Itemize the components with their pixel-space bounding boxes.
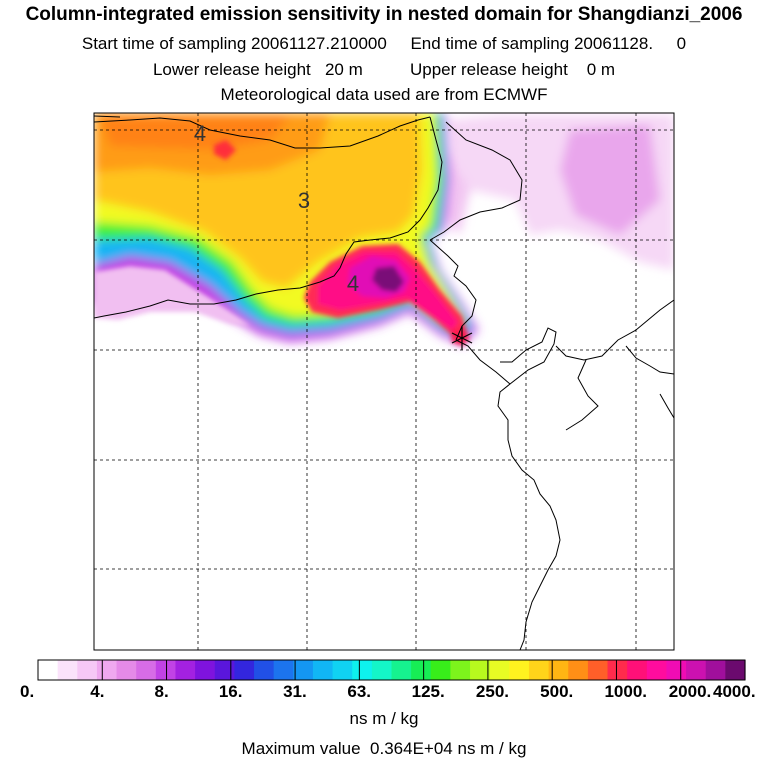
colorbar-swatch <box>214 660 235 680</box>
colorbar-tick-label: 250. <box>475 682 509 701</box>
colorbar-swatch <box>391 660 412 680</box>
map-frame <box>93 112 675 651</box>
colorbar-swatch <box>411 660 432 680</box>
colorbar-swatch <box>509 660 530 680</box>
colorbar-swatch <box>627 660 648 680</box>
site-marker <box>451 326 473 350</box>
colorbar-swatch <box>686 660 707 680</box>
colorbar-swatch <box>646 660 668 680</box>
colorbar-swatch <box>195 660 216 680</box>
colorbar-frame <box>37 659 746 681</box>
west-fringe <box>94 266 250 326</box>
colorbar-swatch <box>666 660 687 680</box>
colorbar-tick-label: 500. <box>540 682 574 701</box>
colorbar-swatch <box>371 660 393 680</box>
end-value: 20061128. 0 <box>573 34 687 53</box>
colorbar-swatch <box>312 660 334 680</box>
lower-value: 20 m <box>324 60 363 79</box>
colorbar-swatch <box>607 660 628 680</box>
colorbar-swatch <box>116 660 137 680</box>
colorbar-swatch <box>234 660 255 680</box>
colorbar-swatch <box>528 660 550 680</box>
colorbar-swatch <box>96 660 118 680</box>
colorbar-swatch <box>273 660 294 680</box>
release-heights: Lower release height 20 m Upper release … <box>0 60 768 80</box>
colorbar-swatch <box>489 660 510 680</box>
colorbar-swatch <box>332 660 353 680</box>
colorbar-swatch <box>587 660 609 680</box>
lower-label: Lower release height <box>152 60 311 79</box>
colorbar-swatch <box>352 660 373 680</box>
colorbar-swatch <box>430 660 452 680</box>
ne-light-field <box>440 115 674 270</box>
coastlines <box>94 115 674 650</box>
graticule <box>94 113 674 650</box>
contour-label: 4 <box>194 121 206 146</box>
colorbar-tick-label: 125. <box>411 682 445 701</box>
contour-label: 3 <box>298 188 310 213</box>
start-label: Start time of sampling <box>81 34 247 53</box>
colorbar-tick-label: 2000. <box>668 682 712 701</box>
plot-title: Column-integrated emission sensitivity i… <box>25 4 743 25</box>
contour-label: 4 <box>347 271 359 296</box>
colorbar-swatch <box>136 660 157 680</box>
colorbar-units: ns m / kg <box>349 709 419 728</box>
max-value-line: Maximum value 0.364E+04 ns m / kg <box>0 739 768 759</box>
colorbar-tick-label: 4. <box>90 682 105 701</box>
sampling-times: Start time of sampling 20061127.210000 E… <box>0 34 768 54</box>
colorbar-swatch <box>38 660 59 680</box>
colorbar-tick-label: 63. <box>347 682 371 701</box>
colorbar-swatch <box>155 660 177 680</box>
sensitivity-field <box>94 113 674 346</box>
colorbar-swatch <box>77 660 98 680</box>
colorbar-tick-label: 16. <box>218 682 243 701</box>
max-label: Maximum value <box>241 739 361 758</box>
colorbar-tick-label: 8. <box>154 682 169 701</box>
colorbar-swatch <box>705 660 726 680</box>
colorbar-swatch <box>57 660 78 680</box>
upper-label: Upper release height <box>409 60 568 79</box>
max-units: ns m / kg <box>457 739 527 758</box>
colorbar-swatch <box>293 660 314 680</box>
colorbar-tick-label: 1000. <box>604 682 647 701</box>
colorbar-swatch <box>450 660 471 680</box>
colorbar-swatch <box>254 660 275 680</box>
start-value: 20061127.210000 <box>251 34 387 53</box>
colorbar-swatch <box>470 660 491 680</box>
colorbar-swatch <box>175 660 196 680</box>
colorbar-tick-label: 0. <box>20 682 35 701</box>
colorbar <box>37 659 746 681</box>
colorbar-tick-label: 31. <box>283 682 307 701</box>
max-value: 0.364E+04 <box>370 739 453 758</box>
upper-value: 0 m <box>586 60 616 79</box>
colorbar-swatch <box>725 660 746 680</box>
met-data-line: Meteorological data used are from ECMWF <box>220 85 548 104</box>
colorbar-swatch <box>548 660 569 680</box>
colorbar-swatch <box>568 660 589 680</box>
end-label: End time of sampling <box>410 34 570 53</box>
colorbar-tick-label: 4000. <box>713 682 756 701</box>
